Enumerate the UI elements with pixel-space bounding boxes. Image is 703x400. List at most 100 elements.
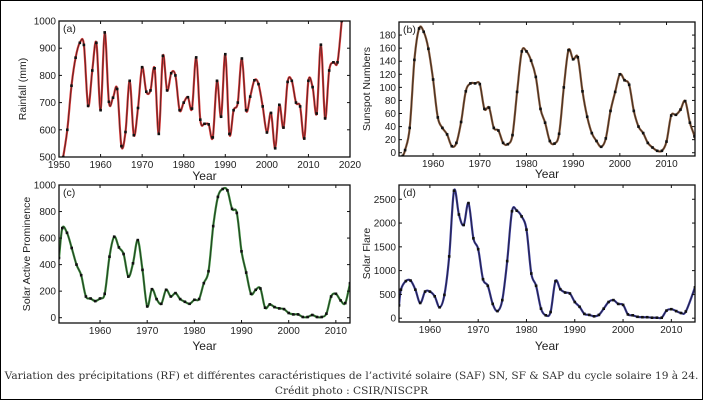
data-point <box>409 279 412 282</box>
x-tick-label: 1980 <box>173 160 196 171</box>
data-point <box>637 125 640 128</box>
y-tick-label: 1500 <box>374 242 397 253</box>
series-group <box>59 186 350 319</box>
data-point <box>82 43 86 47</box>
data-point <box>339 299 342 302</box>
data-point <box>641 131 645 135</box>
y-axis-label: Solar Active Prominence <box>21 197 33 312</box>
data-point <box>190 107 194 110</box>
data-point <box>549 310 552 314</box>
x-tick-label: 2010 <box>660 325 683 336</box>
data-point <box>511 133 514 137</box>
y-tick-label: 1000 <box>34 181 57 192</box>
data-point <box>287 311 290 315</box>
y-tick-label: 40 <box>385 122 397 133</box>
data-point <box>651 146 654 149</box>
y-tick-label: 700 <box>39 98 56 109</box>
data-point <box>613 90 617 94</box>
data-point <box>240 250 243 253</box>
y-tick-label: 1000 <box>374 266 397 277</box>
data-point <box>157 132 161 136</box>
data-point <box>632 109 636 113</box>
plot-area <box>59 185 350 323</box>
data-point <box>292 313 295 316</box>
data-point <box>655 316 659 319</box>
data-point <box>320 315 323 319</box>
data-point <box>497 129 500 132</box>
data-point <box>221 187 224 191</box>
data-point <box>103 31 106 34</box>
data-point <box>282 126 285 129</box>
data-point <box>86 104 90 108</box>
data-point <box>211 136 215 139</box>
data-point <box>404 279 408 283</box>
data-point <box>539 307 543 310</box>
data-point <box>462 223 465 227</box>
data-point <box>553 142 556 145</box>
data-point <box>319 43 323 46</box>
x-axis-label: Year <box>192 339 216 353</box>
chart-panel-a: 1950 1960 1970 1980 1990 2000 2010 2020 500 600 70… <box>17 17 362 184</box>
data-point <box>108 255 111 258</box>
data-point <box>261 105 264 108</box>
data-point <box>525 228 528 231</box>
x-tick-label: 1990 <box>564 325 587 336</box>
data-point <box>136 106 140 110</box>
y-tick-label: 160 <box>379 44 396 55</box>
panel-label: (a) <box>63 23 76 35</box>
y-tick-label: 60 <box>385 109 397 120</box>
data-point <box>578 305 581 309</box>
data-point <box>254 288 257 292</box>
data-point <box>571 58 575 61</box>
data-point <box>636 315 639 319</box>
data-point <box>136 238 140 242</box>
data-point <box>539 107 542 111</box>
data-point <box>604 137 608 140</box>
data-point <box>585 115 589 119</box>
data-point <box>492 126 496 130</box>
data-point <box>562 86 566 89</box>
data-point <box>131 262 135 265</box>
data-point <box>301 315 305 319</box>
data-point <box>683 99 687 103</box>
data-point <box>124 130 127 134</box>
data-point <box>253 79 256 82</box>
data-point <box>323 117 327 120</box>
data-point <box>520 215 523 218</box>
data-point <box>481 277 485 281</box>
y-tick-label: 100 <box>379 83 396 94</box>
y-tick-label: 120 <box>379 70 396 81</box>
data-point <box>573 300 577 304</box>
data-point <box>332 61 335 64</box>
data-point <box>568 292 572 295</box>
data-point <box>399 288 403 291</box>
data-point <box>476 247 480 251</box>
data-point <box>99 108 102 112</box>
data-point <box>61 226 64 230</box>
data-point <box>78 41 82 45</box>
data-point <box>510 209 514 213</box>
data-point <box>525 50 528 53</box>
axes-box <box>398 184 696 323</box>
data-point <box>226 189 229 192</box>
data-point <box>403 148 407 152</box>
data-point <box>464 90 468 93</box>
data-point <box>219 115 223 118</box>
x-tick-label: 1980 <box>515 159 538 170</box>
x-tick-label: 1990 <box>230 326 253 337</box>
data-point <box>418 301 422 305</box>
x-tick-label: 1970 <box>136 326 159 337</box>
data-point <box>445 133 449 136</box>
data-point <box>269 111 273 115</box>
data-point <box>230 207 234 211</box>
data-point <box>169 71 173 75</box>
x-tick-label: 1960 <box>89 326 112 337</box>
data-point <box>650 316 654 319</box>
data-point <box>70 246 73 250</box>
y-tick-label: 600 <box>39 234 56 245</box>
data-point <box>496 309 499 313</box>
data-point <box>128 79 131 83</box>
data-point <box>529 59 533 62</box>
data-point <box>75 263 78 266</box>
